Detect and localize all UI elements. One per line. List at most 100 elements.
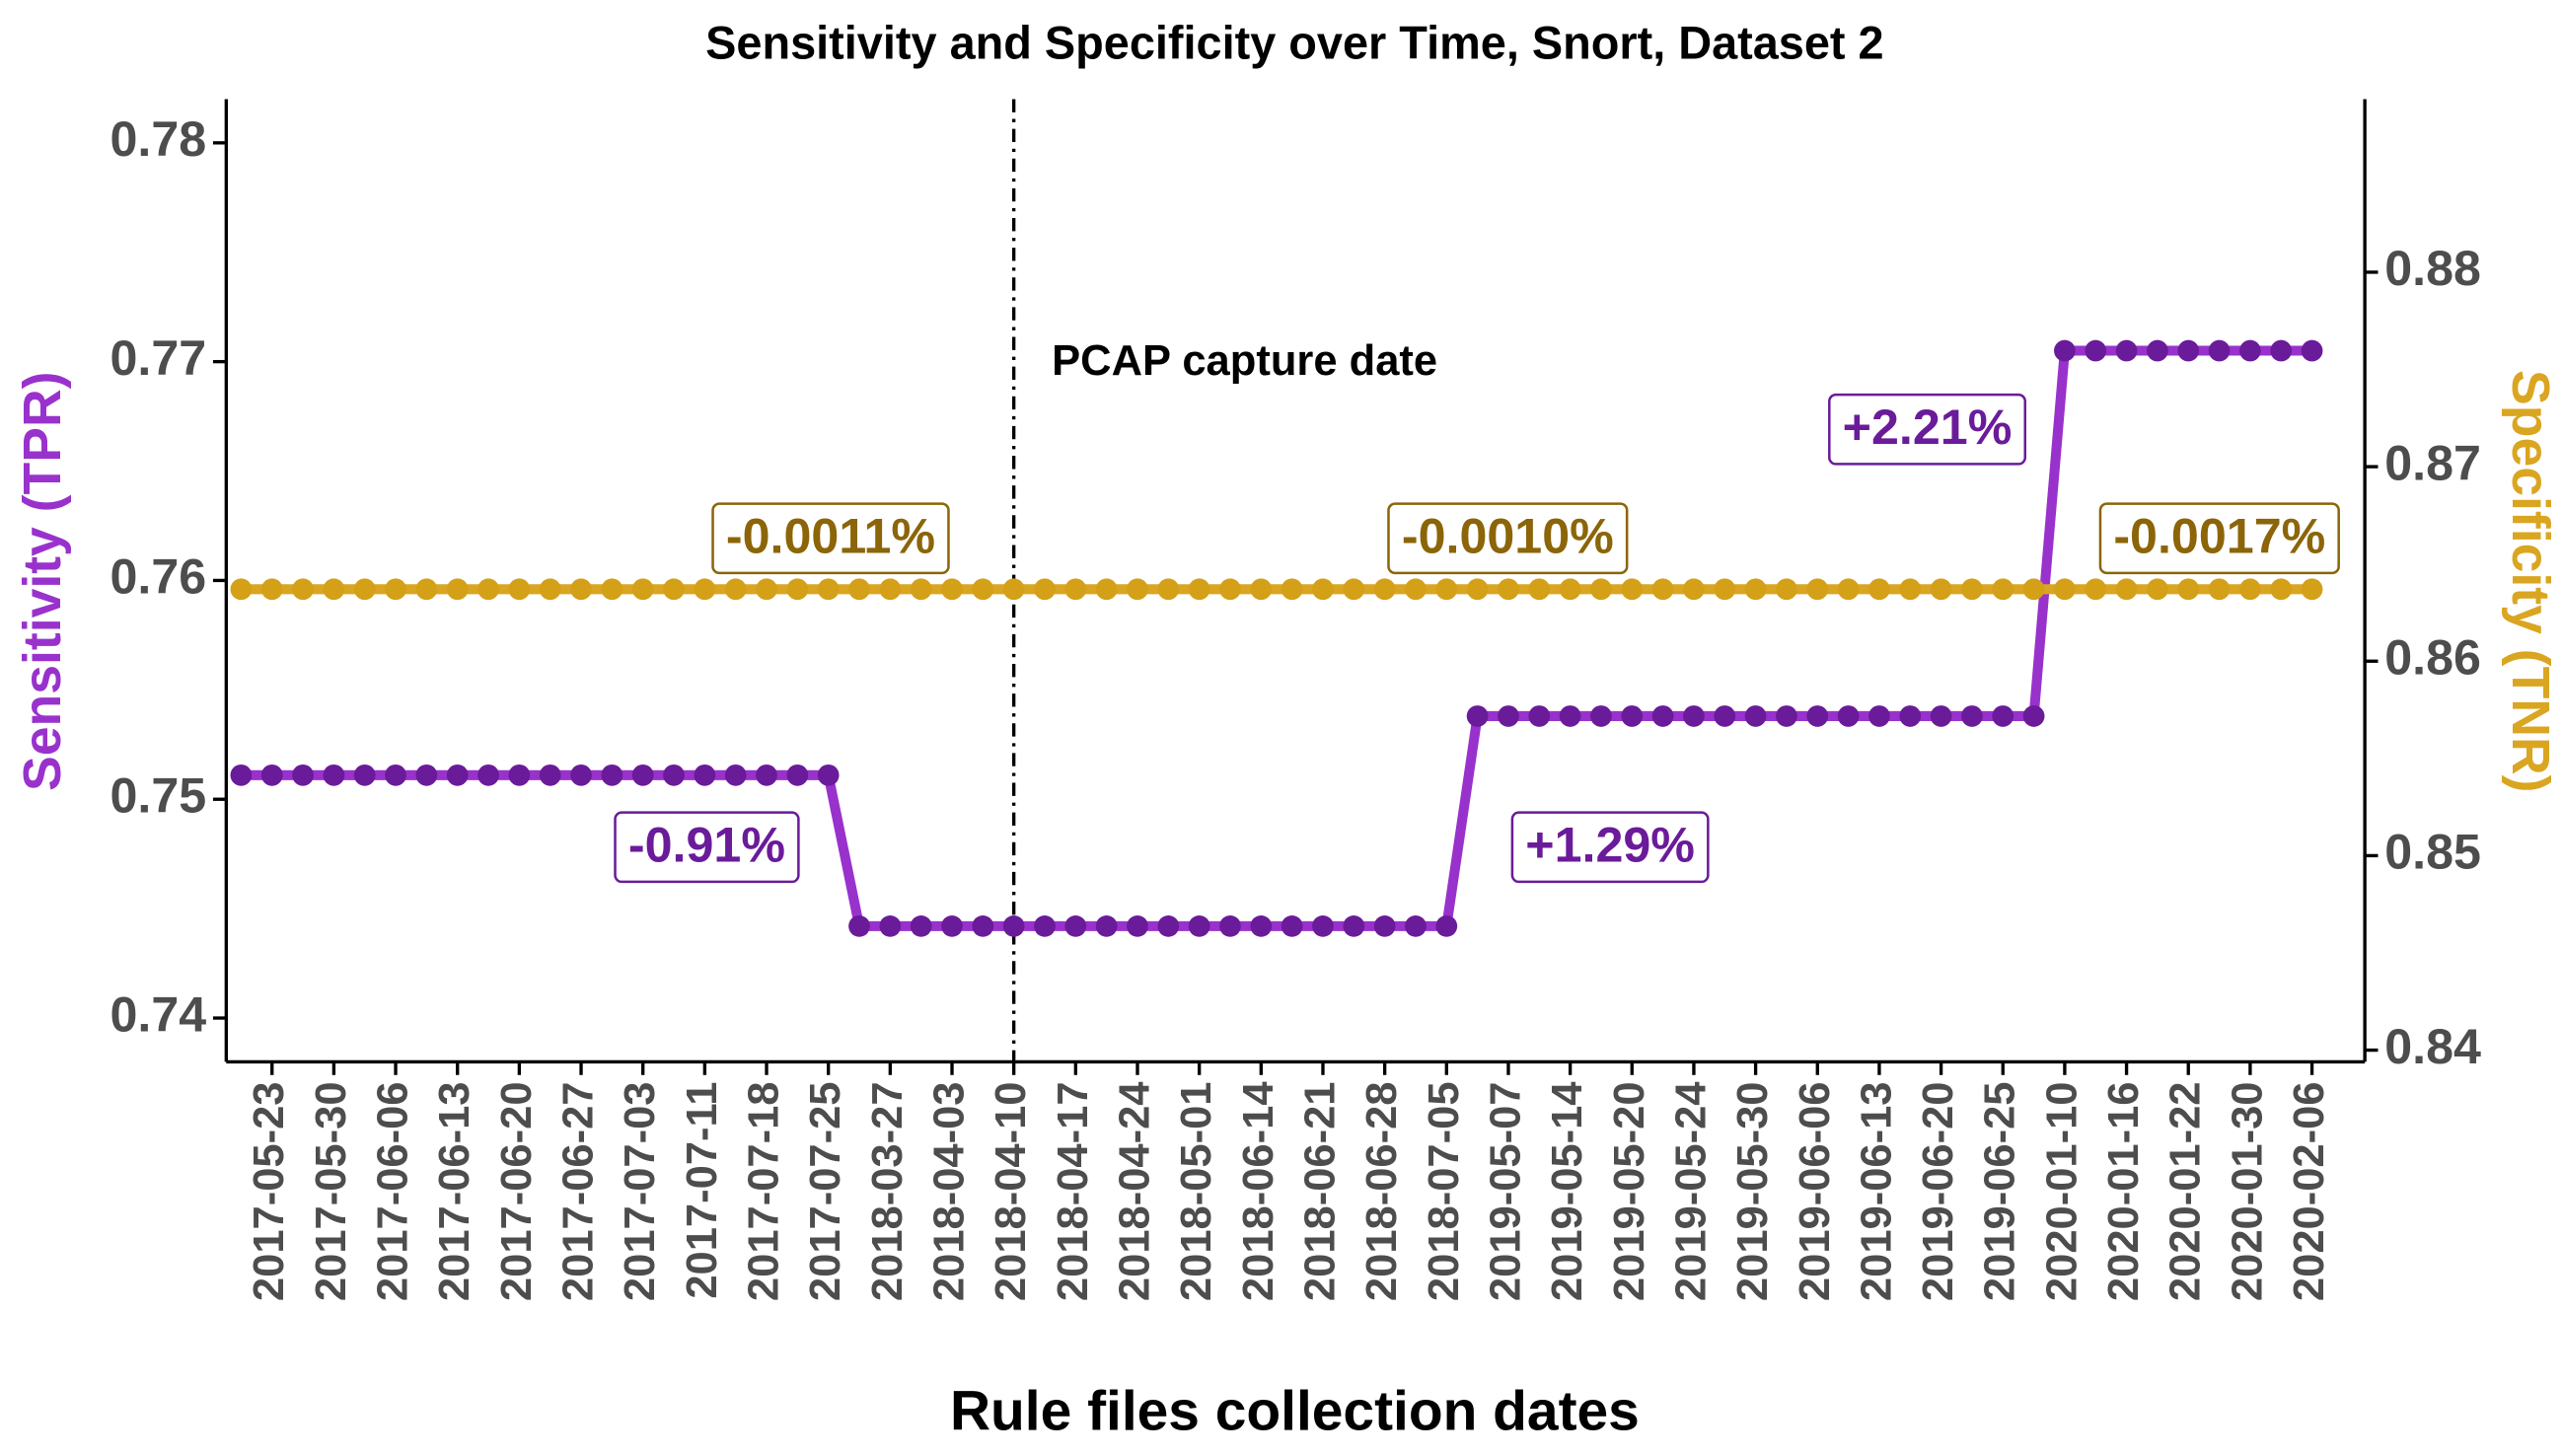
data-point [539,764,561,786]
y-tick-label: 0.78 [110,111,207,167]
data-point [910,914,932,937]
data-point [1466,705,1489,727]
marker-label: PCAP capture date [1052,337,1437,385]
data-point [1590,578,1612,601]
data-point [539,578,561,601]
data-point [230,578,253,601]
data-point [1064,914,1087,937]
data-point [2085,339,2107,362]
data-point [2147,339,2168,362]
data-point [1064,578,1087,601]
data-point [756,578,777,601]
data-point [817,578,840,601]
data-point [663,764,685,786]
x-tick-label: 2019-05-24 [1667,1081,1715,1301]
x-tick-label: 2018-04-03 [926,1081,974,1301]
annotation: -0.0017% [2098,502,2340,575]
data-point [1868,578,1890,601]
x-tick-label: 2018-03-27 [864,1081,912,1301]
x-tick-label: 2020-01-30 [2224,1081,2271,1301]
chart-title: Sensitivity and Specificity over Time, S… [705,17,1883,68]
data-point [323,764,345,786]
x-tick-label: 2018-04-24 [1111,1081,1158,1301]
data-point [1281,578,1303,601]
data-point [2054,578,2076,601]
data-point [1002,578,1025,601]
x-tick-label: 2017-06-20 [493,1081,541,1301]
annotation-box [711,502,950,575]
x-tick-label: 2017-06-13 [431,1081,478,1301]
data-point [2270,339,2293,362]
data-point [724,578,747,601]
data-point [230,764,253,786]
data-point [477,578,499,601]
data-point [1157,914,1180,937]
data-point [1899,705,1922,727]
data-point [260,578,283,601]
annotation-box [1828,393,2027,466]
annotation: +2.21% [1828,393,2027,466]
data-point [694,578,716,601]
y2-tick-label: 0.84 [2384,1019,2481,1074]
data-point [1095,578,1118,601]
x-tick-label: 2018-04-10 [988,1081,1035,1301]
data-point [724,764,747,786]
data-point [2301,339,2323,362]
data-point [1466,578,1489,601]
y2-tick-label: 0.86 [2384,630,2481,686]
data-point [1930,705,1952,727]
x-tick-label: 2017-05-30 [308,1081,355,1301]
x-tick-label: 2019-05-30 [1729,1081,1777,1301]
data-point [1034,578,1056,601]
data-point [1250,578,1273,601]
data-point [446,578,469,601]
data-point [1776,705,1797,727]
x-tick-label: 2018-06-21 [1296,1081,1344,1301]
data-point [1868,705,1890,727]
data-point [2239,339,2261,362]
x-tick-label: 2019-06-20 [1915,1081,1962,1301]
data-point [2085,578,2107,601]
data-point [292,578,314,601]
annotation-label: -0.0017% [2113,509,2325,564]
data-point [2239,578,2261,601]
data-point [1498,705,1519,727]
data-point [1435,914,1458,937]
data-point [1405,578,1427,601]
data-point [1776,578,1797,601]
annotation: +1.29% [1510,811,1710,884]
x-tick-label: 2017-07-18 [741,1081,788,1301]
data-point [1188,914,1210,937]
data-point [786,764,809,786]
x-tick-label: 2020-01-10 [2038,1081,2086,1301]
data-point [879,914,902,937]
data-point [570,578,592,601]
data-point [663,578,685,601]
data-point [941,914,963,937]
data-point [1373,578,1396,601]
data-point [415,578,438,601]
data-point [2208,339,2231,362]
data-point [1683,705,1705,727]
data-point [786,578,809,601]
data-point [508,764,531,786]
x-tick-label: 2018-06-14 [1235,1081,1282,1301]
y2-tick-label: 0.85 [2384,825,2481,880]
annotation-box [614,811,800,884]
data-point [1651,705,1674,727]
data-point [848,578,870,601]
data-point [1127,578,1148,601]
data-point [1312,578,1334,601]
data-point [1188,578,1210,601]
data-point [353,764,376,786]
x-tick-label: 2017-05-23 [246,1081,293,1301]
data-point [1992,705,2014,727]
y-tick-label: 0.74 [110,986,207,1042]
x-tick-label: 2019-06-25 [1977,1081,2024,1301]
y2-tick-label: 0.87 [2384,435,2481,490]
x-tick-label: 2019-05-14 [1544,1081,1591,1301]
annotation-label: +2.21% [1843,400,2013,455]
x-tick-label: 2017-07-03 [617,1081,664,1301]
data-point [1961,578,1983,601]
data-point [2270,578,2293,601]
